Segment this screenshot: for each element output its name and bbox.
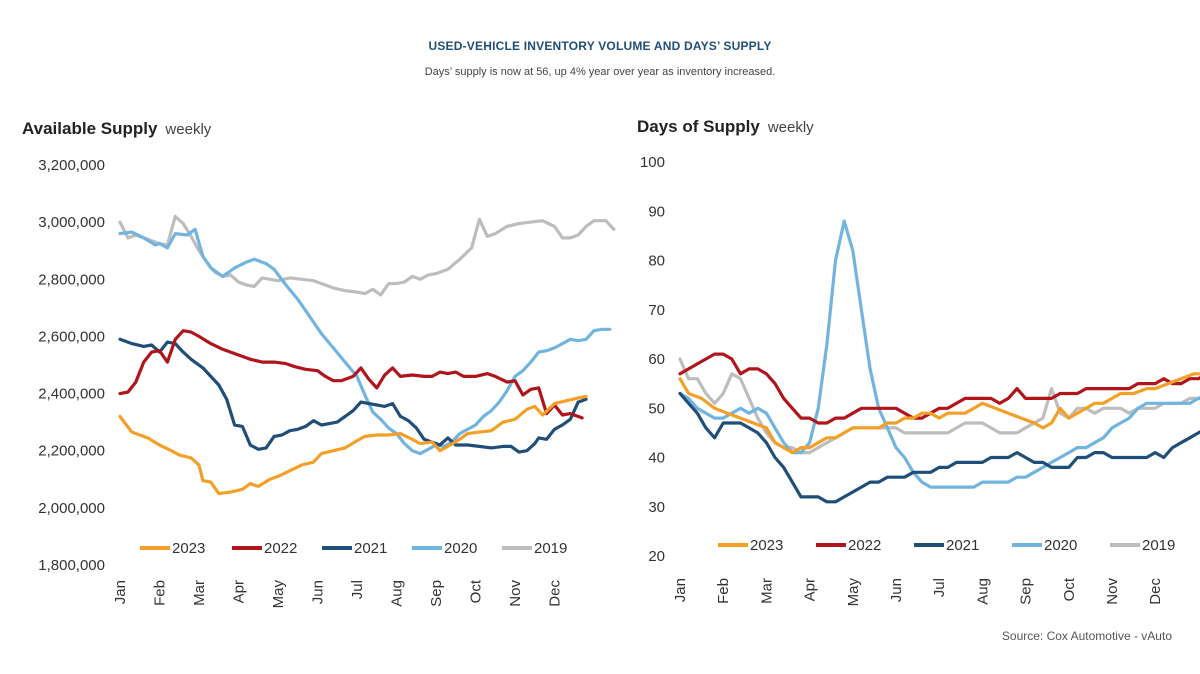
- supply-panel-title-text: Available Supply: [22, 119, 158, 138]
- supply-line-2020: [118, 227, 612, 456]
- supply-ytick-label: 2,000,000: [38, 500, 105, 517]
- days-line-2019: [678, 357, 1200, 455]
- supply-line-2022: [118, 329, 584, 420]
- supply-month-label: Sep: [428, 580, 445, 607]
- supply-legend-label-2021: 2021: [354, 540, 387, 557]
- days-month-label: Mar: [758, 578, 775, 604]
- supply-line-2019: [118, 214, 616, 297]
- supply-legend-label-2022: 2022: [264, 540, 297, 557]
- chart-main-title: USED-VEHICLE INVENTORY VOLUME AND DAYS’ …: [428, 39, 772, 53]
- supply-ytick-label: 3,000,000: [38, 214, 105, 231]
- days-ytick-label: 80: [648, 253, 665, 270]
- supply-line-2021: [118, 337, 588, 454]
- days-month-label: Dec: [1147, 578, 1164, 605]
- days-ytick-label: 90: [648, 203, 665, 220]
- days-month-label: Aug: [974, 578, 991, 605]
- supply-month-label: Dec: [547, 580, 564, 607]
- supply-month-label: Jan: [112, 580, 129, 604]
- days-ytick-label: 50: [648, 400, 665, 417]
- days-line-2023: [678, 372, 1200, 455]
- days-month-label: Sep: [1018, 578, 1035, 605]
- days-month-label: Nov: [1104, 578, 1121, 605]
- supply-line-2023: [118, 394, 588, 496]
- supply-month-label: Feb: [152, 580, 169, 606]
- days-panel-title-text: Days of Supply: [637, 117, 760, 136]
- supply-month-label: Oct: [468, 579, 485, 603]
- source-note: Source: Cox Automotive - vAuto: [1001, 629, 1172, 643]
- supply-ytick-label: 2,200,000: [38, 443, 105, 460]
- days-panel-title: Days of Supply weekly: [637, 117, 814, 137]
- days-month-label: May: [845, 578, 862, 607]
- supply-ytick-label: 1,800,000: [38, 557, 105, 574]
- supply-legend-label-2023: 2023: [172, 540, 205, 557]
- supply-ytick-label: 2,800,000: [38, 271, 105, 288]
- days-legend-label-2023: 2023: [750, 537, 783, 554]
- days-month-label: Jun: [888, 578, 905, 602]
- days-panel-subtitle: weekly: [767, 119, 814, 136]
- days-month-label: Oct: [1061, 577, 1078, 601]
- supply-ytick-label: 3,200,000: [38, 157, 105, 174]
- supply-month-label: Jul: [349, 580, 366, 599]
- supply-legend-label-2019: 2019: [534, 540, 567, 557]
- days-legend-label-2019: 2019: [1142, 537, 1175, 554]
- supply-ytick-label: 2,400,000: [38, 386, 105, 403]
- days-legend-label-2020: 2020: [1044, 537, 1077, 554]
- supply-month-label: May: [270, 580, 287, 609]
- days-legend-label-2021: 2021: [946, 537, 979, 554]
- supply-panel-title: Available Supply weekly: [22, 119, 211, 139]
- days-ytick-label: 30: [648, 499, 665, 516]
- days-month-label: Feb: [715, 578, 732, 604]
- days-ytick-label: 70: [648, 302, 665, 319]
- supply-month-label: Jun: [310, 580, 327, 604]
- chart-main-subtitle: Days’ supply is now at 56, up 4% year ov…: [424, 66, 776, 78]
- days-month-label: Jul: [931, 578, 948, 597]
- days-month-label: Apr: [802, 578, 819, 601]
- supply-panel-subtitle: weekly: [165, 121, 212, 138]
- days-line-2020: [678, 219, 1200, 489]
- days-legend-label-2022: 2022: [848, 537, 881, 554]
- days-ytick-label: 100: [640, 154, 665, 171]
- supply-month-label: Mar: [191, 580, 208, 606]
- supply-month-label: Nov: [507, 580, 524, 607]
- supply-month-label: Aug: [389, 580, 406, 607]
- supply-legend-label-2020: 2020: [444, 540, 477, 557]
- days-ytick-label: 20: [648, 548, 665, 565]
- days-ytick-label: 60: [648, 351, 665, 368]
- days-line-2021: [678, 391, 1200, 504]
- supply-month-label: Apr: [231, 580, 248, 603]
- supply-ytick-label: 2,600,000: [38, 328, 105, 345]
- days-month-label: Jan: [672, 578, 689, 602]
- days-line-2022: [678, 352, 1200, 425]
- days-ytick-label: 40: [648, 450, 665, 467]
